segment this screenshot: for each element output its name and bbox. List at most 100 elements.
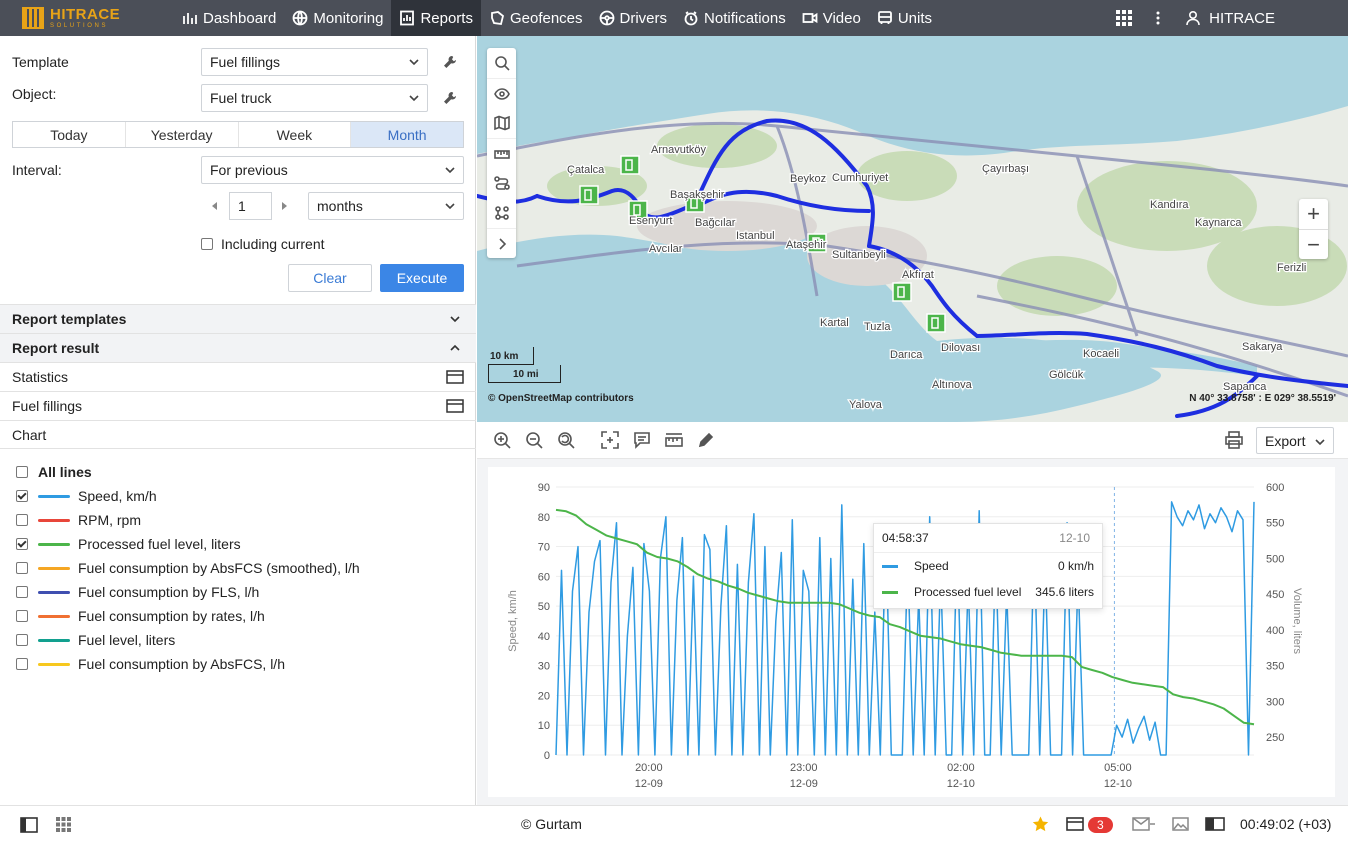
period-tab-yesterday[interactable]: Yesterday [124,122,238,147]
more-menu-icon[interactable] [1141,0,1175,36]
measure-icon[interactable] [665,431,685,451]
track-points-icon[interactable] [487,198,516,228]
series-line-speed[interactable] [555,501,1255,756]
pencil-icon[interactable] [697,431,717,451]
chart-line-option[interactable]: Speed, km/h [16,484,360,508]
checkbox[interactable] [16,490,28,502]
checkbox[interactable] [16,466,28,478]
interval-unit-select[interactable]: months [308,192,464,220]
tooltip-row: Speed 0 km/h [874,553,1102,579]
fuel-fillings-section[interactable]: Fuel fillings [0,391,476,420]
nav-label: Monitoring [313,9,384,27]
toggle-panel-icon[interactable] [20,817,38,833]
grid-layout-icon[interactable] [56,817,71,832]
image-icon[interactable] [1172,817,1189,831]
statistics-section[interactable]: Statistics [0,362,476,391]
wrench-icon[interactable] [443,91,457,105]
chart-line-option[interactable]: Fuel consumption by AbsFCS, l/h [16,652,360,676]
logo[interactable]: HITRACE SOLUTIONS [0,0,150,36]
map[interactable]: Arnavutköy Çatalca Başakşehir Esenyurt Bağcı… [477,36,1348,422]
zoom-out-icon[interactable] [525,431,545,451]
nav-reports[interactable]: Reports [391,0,481,36]
chart[interactable]: 0 10 20 30 40 50 60 70 80 90 250 300 350 400 450 500 550… [488,467,1335,797]
nav-dashboard[interactable]: Dashboard [174,0,284,36]
zoom-in-icon[interactable] [493,431,513,451]
comment-icon[interactable] [633,431,653,451]
chart-line-option[interactable]: Fuel consumption by rates, l/h [16,604,360,628]
chart-line-option[interactable]: All lines [16,460,360,484]
period-tab-week[interactable]: Week [237,122,351,147]
template-select[interactable]: Fuel fillings [201,48,428,76]
checkbox[interactable] [16,514,28,526]
fit-to-screen-icon[interactable] [601,431,621,451]
template-value: Fuel fillings [210,54,281,70]
export-dropdown[interactable]: Export [1256,427,1334,454]
zoom-out-button[interactable]: − [1299,229,1328,259]
chart-line-option[interactable]: Fuel consumption by AbsFCS (smoothed), l… [16,556,360,580]
chart-line-option[interactable]: Processed fuel level, liters [16,532,360,556]
clear-button[interactable]: Clear [288,264,372,292]
checkbox[interactable] [16,610,28,622]
print-icon[interactable] [1225,431,1245,451]
period-tab-month[interactable]: Month [350,122,463,147]
map-layers-icon[interactable] [487,108,516,138]
star-icon[interactable] [1032,816,1049,832]
nav-geofences[interactable]: Geofences [481,0,591,36]
object-select[interactable]: Fuel truck [201,84,428,112]
monitoring-panel-icon[interactable] [1205,817,1225,831]
line-label: Fuel consumption by AbsFCS, l/h [78,656,285,672]
notifications-icon[interactable] [1066,817,1084,831]
chart-line-option[interactable]: Fuel consumption by FLS, l/h [16,580,360,604]
decrement-arrow-icon[interactable] [212,202,217,210]
place-label: Kocaeli [1083,348,1119,360]
increment-arrow-icon[interactable] [282,202,287,210]
map-attribution[interactable]: © OpenStreetMap contributors [488,393,634,404]
chart-line-option[interactable]: Fuel level, liters [16,628,360,652]
nav-monitoring[interactable]: Monitoring [284,0,391,36]
chart-svg[interactable]: 0 10 20 30 40 50 60 70 80 90 250 300 350 400 450 500 550… [488,467,1335,797]
table-icon[interactable] [446,399,464,413]
table-icon[interactable] [446,370,464,384]
nav-video[interactable]: Video [794,0,869,36]
reset-zoom-icon[interactable] [557,431,577,451]
period-tab-today[interactable]: Today [50,126,88,143]
zoom-in-button[interactable]: + [1307,201,1320,226]
wrench-icon[interactable] [443,55,457,69]
execute-button[interactable]: Execute [380,264,464,292]
messages-icon[interactable] [1132,817,1156,831]
y-tick-label: 90 [538,482,550,494]
nav-drivers[interactable]: Drivers [591,0,676,36]
interval-select[interactable]: For previous [201,156,464,184]
checkbox[interactable] [16,538,28,550]
place-label: Çayırbaşı [982,163,1029,175]
ruler-icon[interactable] [487,138,516,168]
chevron-right-icon[interactable] [487,228,516,258]
report-result-section[interactable]: Report result [0,333,476,362]
y-axis-label: Speed, km/h [507,590,519,652]
checkbox[interactable] [16,634,28,646]
copyright[interactable]: © Gurtam [521,816,582,832]
checkbox[interactable] [16,658,28,670]
notification-count-badge[interactable]: 3 [1088,817,1113,833]
user-menu[interactable]: HITRACE [1175,10,1348,27]
chart-section[interactable]: Chart [0,420,476,449]
export-label: Export [1265,432,1306,449]
interval-count-input[interactable]: 1 [229,192,272,220]
apps-grid-icon[interactable] [1107,0,1141,36]
series-line-fuel-level[interactable] [555,508,1255,726]
report-templates-section[interactable]: Report templates [0,304,476,333]
fuel-station-markers[interactable] [579,155,946,333]
map-canvas[interactable]: Arnavutköy Çatalca Başakşehir Esenyurt Bağcı… [477,36,1348,422]
checkbox[interactable] [16,562,28,574]
including-current-checkbox[interactable]: Including current [201,236,325,252]
chart-line-option[interactable]: RPM, rpm [16,508,360,532]
route-icon[interactable] [487,168,516,198]
video-camera-icon [802,12,818,24]
nav-units[interactable]: Units [869,0,940,36]
checkbox[interactable] [16,586,28,598]
nav-notifications[interactable]: Notifications [675,0,794,36]
checkbox[interactable] [201,238,213,250]
eye-icon[interactable] [487,78,516,108]
map-search-icon[interactable] [487,48,516,78]
nav-label: Reports [420,9,473,27]
